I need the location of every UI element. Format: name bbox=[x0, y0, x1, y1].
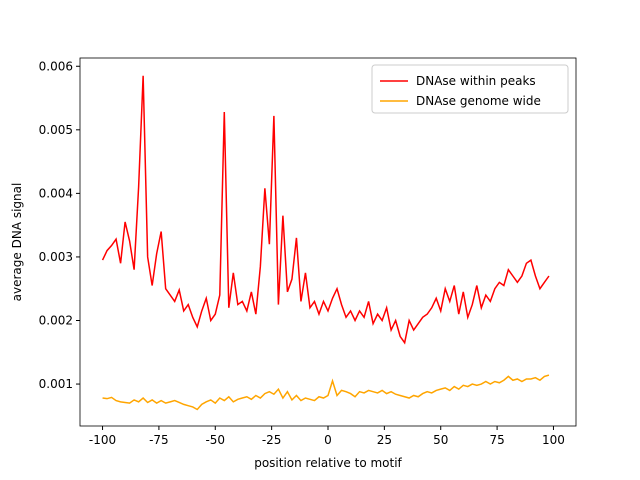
y-tick-label: 0.006 bbox=[39, 59, 73, 73]
y-tick-label: 0.003 bbox=[39, 250, 73, 264]
x-tick-label: -75 bbox=[149, 433, 169, 447]
legend-label: DNAse genome wide bbox=[416, 94, 541, 108]
x-tick-label: 0 bbox=[324, 433, 332, 447]
legend-box bbox=[371, 64, 569, 114]
y-tick-label: 0.001 bbox=[39, 377, 73, 391]
plot-frame bbox=[79, 57, 577, 427]
y-axis-label: average DNA signal bbox=[10, 183, 24, 302]
x-axis-label: position relative to motif bbox=[254, 456, 402, 470]
x-tick-label: 50 bbox=[433, 433, 448, 447]
x-tick-label: 25 bbox=[377, 433, 392, 447]
x-tick-label: -25 bbox=[262, 433, 282, 447]
x-tick-label: -50 bbox=[205, 433, 225, 447]
x-tick-label: -100 bbox=[89, 433, 116, 447]
x-tick-label: 75 bbox=[489, 433, 504, 447]
data-line bbox=[102, 374, 550, 411]
y-tick-label: 0.002 bbox=[39, 313, 73, 327]
y-tick-label: 0.004 bbox=[39, 186, 73, 200]
legend-label: DNAse within peaks bbox=[416, 74, 536, 88]
x-tick-label: 100 bbox=[542, 433, 565, 447]
y-tick-label: 0.005 bbox=[39, 123, 73, 137]
data-line bbox=[101, 75, 550, 345]
